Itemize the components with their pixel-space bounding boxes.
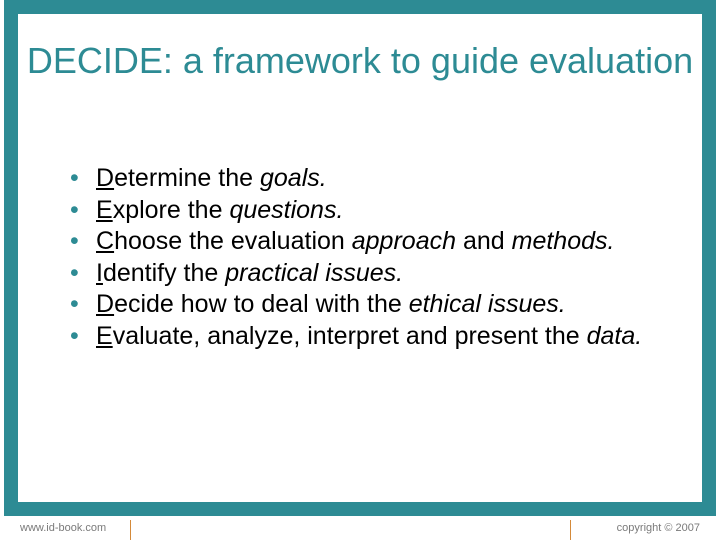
footer-tick-left	[130, 520, 131, 540]
bullet-list: Determine the goals.Explore the question…	[70, 164, 650, 353]
text-segment: questions.	[229, 196, 343, 224]
list-item: Explore the questions.	[70, 196, 650, 226]
slide: DECIDE: a framework to guide evaluation …	[0, 0, 720, 540]
text-segment: D	[96, 290, 114, 318]
list-item: Decide how to deal with the ethical issu…	[70, 290, 650, 320]
text-segment: ethical issues.	[409, 290, 566, 318]
footer-tick-right	[570, 520, 571, 540]
text-segment: data.	[587, 322, 643, 350]
text-segment: and	[463, 227, 512, 255]
text-segment: dentify the	[103, 259, 225, 287]
text-segment: ecide how to deal with the	[114, 290, 409, 318]
slide-title: DECIDE: a framework to guide evaluation	[0, 40, 720, 81]
list-item: Evaluate, analyze, interpret and present…	[70, 322, 650, 352]
text-segment: etermine the	[114, 164, 260, 192]
footer-right-text: copyright © 2007	[617, 522, 700, 534]
list-item: Choose the evaluation approach and metho…	[70, 227, 650, 257]
text-segment: goals.	[260, 164, 327, 192]
text-segment: xplore the	[113, 196, 230, 224]
text-segment: I	[96, 259, 103, 287]
text-segment: practical issues.	[225, 259, 403, 287]
text-segment: valuate, analyze, interpret and present …	[113, 322, 587, 350]
text-segment: C	[96, 227, 114, 255]
text-segment: hoose the evaluation	[114, 227, 352, 255]
text-segment: D	[96, 164, 114, 192]
list-item: Identify the practical issues.	[70, 259, 650, 289]
footer-left-text: www.id-book.com	[20, 522, 106, 534]
text-segment: approach	[352, 227, 463, 255]
text-segment: E	[96, 196, 113, 224]
list-item: Determine the goals.	[70, 164, 650, 194]
text-segment: E	[96, 322, 113, 350]
text-segment: methods.	[512, 227, 615, 255]
